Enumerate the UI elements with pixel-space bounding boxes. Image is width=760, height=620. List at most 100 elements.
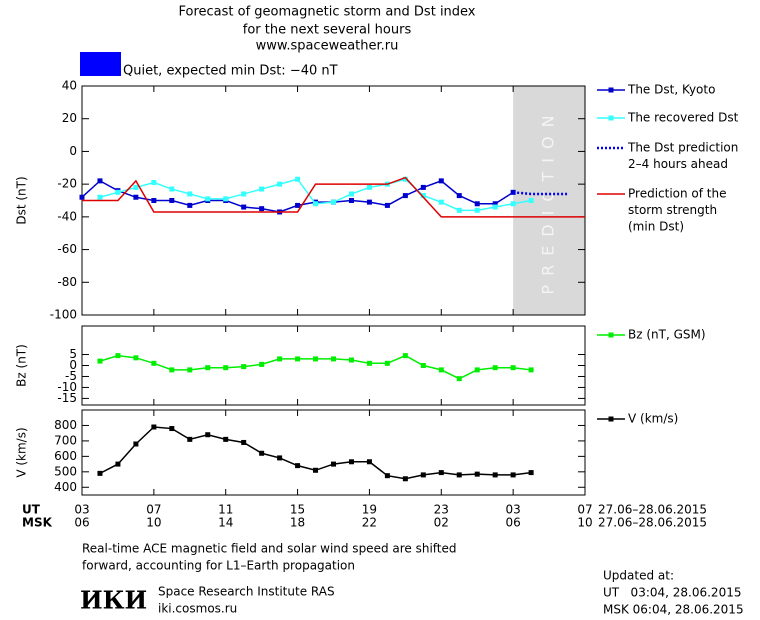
point xyxy=(438,178,444,184)
title-line: for the next several hours xyxy=(243,23,412,38)
title-line: www.spaceweather.ru xyxy=(256,39,399,54)
point xyxy=(151,180,157,186)
x-tick-label: 06 xyxy=(506,516,521,530)
point xyxy=(420,184,426,190)
logo: ИКИ xyxy=(80,586,147,615)
point xyxy=(366,199,372,205)
prediction-label: PREDICTION xyxy=(539,106,558,294)
point xyxy=(510,365,516,371)
y-tick-label: -5 xyxy=(65,369,77,383)
point xyxy=(456,376,462,382)
x-tick-label: 23 xyxy=(434,503,449,517)
updated-ut: UT 03:04, 28.06.2015 xyxy=(603,586,741,600)
point xyxy=(366,360,372,366)
point xyxy=(187,367,193,373)
point xyxy=(97,178,103,184)
y-axis-title: V (km/s) xyxy=(15,427,29,477)
legend-label: storm strength xyxy=(628,203,717,217)
prediction-band xyxy=(513,86,585,315)
point xyxy=(420,193,426,199)
y-tick-label: -80 xyxy=(57,275,77,289)
y-tick-label: -60 xyxy=(57,242,77,256)
status-swatch xyxy=(80,52,121,76)
y-tick-label: -15 xyxy=(57,391,77,405)
legend-marker xyxy=(608,115,614,121)
point xyxy=(438,199,444,205)
x-tick-label: 15 xyxy=(290,503,305,517)
plot-frame xyxy=(81,409,586,496)
point xyxy=(366,184,372,190)
point xyxy=(133,355,139,361)
point xyxy=(313,467,319,473)
point xyxy=(313,356,319,362)
y-axis-title: Bz (nT) xyxy=(15,344,29,387)
point xyxy=(402,353,408,359)
x-tick-label: 14 xyxy=(218,516,233,530)
x-tick-label: 18 xyxy=(290,516,305,530)
y-tick-label: 40 xyxy=(62,79,77,93)
point xyxy=(259,361,265,367)
point xyxy=(348,357,354,363)
point xyxy=(384,202,390,208)
point xyxy=(528,367,534,373)
point xyxy=(331,199,336,205)
point xyxy=(474,471,480,477)
point xyxy=(205,365,211,371)
legend-label: The Dst prediction xyxy=(627,141,738,155)
y-tick-label: 700 xyxy=(54,433,77,447)
point xyxy=(205,432,211,438)
series-line xyxy=(513,191,568,196)
y-tick-label: -20 xyxy=(57,177,77,191)
point xyxy=(295,202,301,208)
y-tick-label: -10 xyxy=(57,380,77,394)
legend-label: Bz (nT, GSM) xyxy=(628,328,706,342)
point xyxy=(456,193,462,199)
point xyxy=(510,472,516,478)
title-line: Forecast of geomagnetic storm and Dst in… xyxy=(178,5,475,20)
point xyxy=(456,472,462,478)
point xyxy=(474,201,480,207)
plot-frame xyxy=(81,325,586,406)
y-tick-label: 20 xyxy=(62,111,77,125)
x-tick-label: 19 xyxy=(362,503,377,517)
point xyxy=(492,201,498,207)
x-tick-label: 07 xyxy=(146,503,161,517)
point xyxy=(366,459,372,465)
legend-label: The Dst, Kyoto xyxy=(627,83,715,97)
point xyxy=(259,450,265,456)
point xyxy=(402,476,408,482)
point xyxy=(97,194,103,200)
institute: Space Research Institute RAS xyxy=(158,585,335,599)
x-tick-label: 03 xyxy=(74,503,89,517)
point xyxy=(295,356,301,362)
x-tick-label: 02 xyxy=(434,516,449,530)
legend-marker xyxy=(608,87,614,93)
x-tick-label: 11 xyxy=(218,503,233,517)
point xyxy=(115,461,121,467)
point xyxy=(79,194,85,200)
point xyxy=(420,363,426,368)
point xyxy=(241,191,247,197)
point xyxy=(169,186,175,192)
y-tick-label: 0 xyxy=(69,144,77,158)
point xyxy=(241,439,247,445)
point xyxy=(151,360,157,366)
point xyxy=(133,184,139,190)
point xyxy=(223,196,229,202)
y-tick-label: 800 xyxy=(54,418,77,432)
point xyxy=(187,202,193,208)
point xyxy=(492,204,498,210)
y-tick-label: 400 xyxy=(54,480,77,494)
updated-msk: MSK 06:04, 28.06.2015 xyxy=(603,603,744,617)
x-tick-label: 07 xyxy=(577,503,592,517)
point xyxy=(169,367,175,373)
point xyxy=(528,470,534,476)
point xyxy=(420,472,426,478)
series-line xyxy=(82,176,585,218)
point xyxy=(223,365,229,371)
point xyxy=(133,441,139,447)
date-range: 27.06–28.06.2015 xyxy=(598,516,707,530)
point xyxy=(313,201,319,207)
point xyxy=(295,176,301,182)
